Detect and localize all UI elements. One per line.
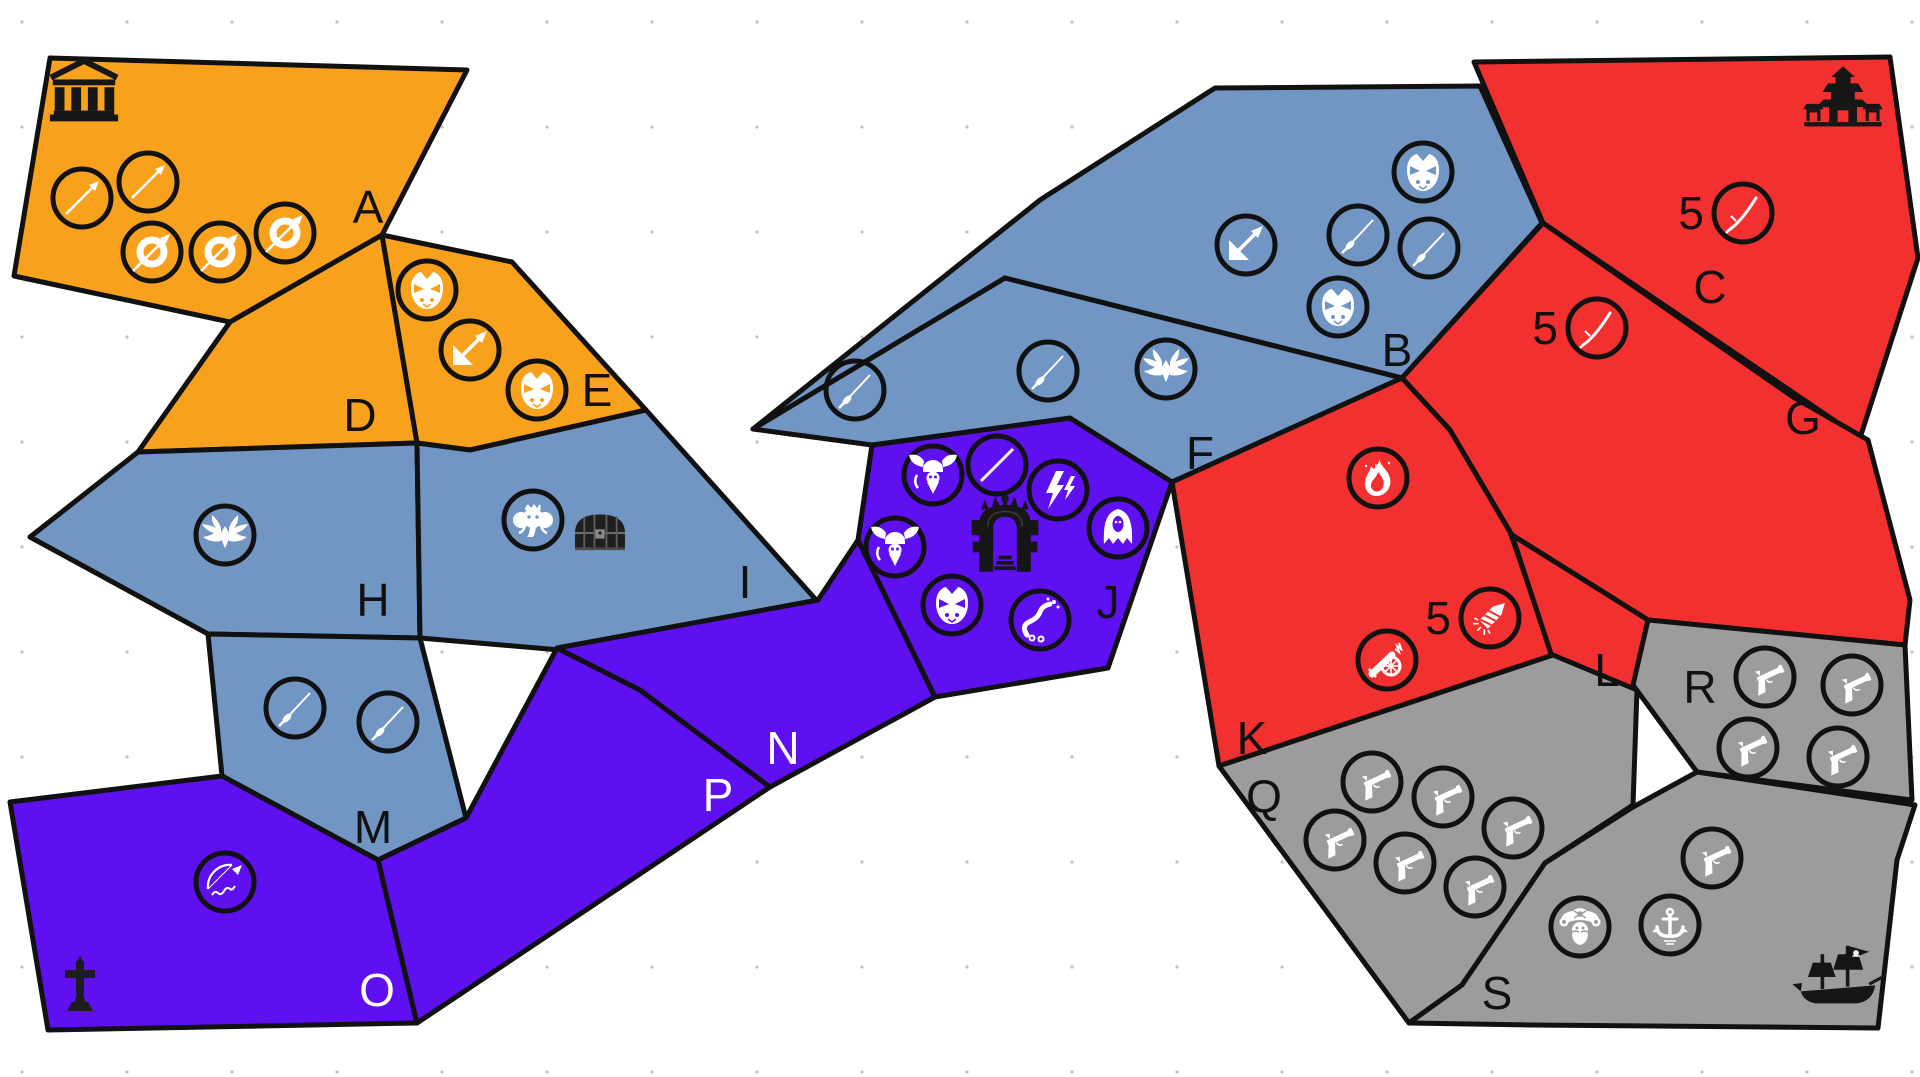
- mask-unit[interactable]: [920, 573, 984, 637]
- territory-S[interactable]: [1406, 769, 1918, 1031]
- territory-label-E: E: [582, 364, 613, 416]
- pistol-unit[interactable]: [1820, 653, 1884, 717]
- staff-unit[interactable]: [965, 433, 1029, 497]
- mask-unit[interactable]: [1306, 275, 1370, 339]
- territory-label-R: R: [1683, 661, 1716, 713]
- territory-label-B: B: [1382, 324, 1413, 376]
- wraith-unit[interactable]: [1086, 496, 1150, 560]
- territory-label-S: S: [1482, 967, 1513, 1019]
- spear-ring-unit[interactable]: [188, 220, 252, 284]
- territory-O[interactable]: [7, 773, 420, 1033]
- winged-helm-unit[interactable]: [1134, 337, 1198, 401]
- rapier-unit[interactable]: [1326, 203, 1390, 267]
- rapier-unit[interactable]: [1016, 339, 1080, 403]
- rapier-unit[interactable]: [263, 676, 327, 740]
- pistol-unit[interactable]: [1340, 750, 1404, 814]
- unit-count: 5: [1678, 187, 1704, 239]
- territories-layer: [7, 54, 1920, 1033]
- rapier-unit[interactable]: [1397, 216, 1461, 280]
- pistol-unit[interactable]: [1733, 645, 1797, 709]
- territory-label-P: P: [703, 769, 734, 821]
- territory-label-H: H: [356, 574, 389, 626]
- territory-label-D: D: [343, 389, 376, 441]
- spear-unit[interactable]: [116, 150, 180, 214]
- spear-unit[interactable]: [50, 166, 114, 230]
- units-layer: 5 5 5: [50, 61, 1885, 1011]
- pistol-unit[interactable]: [1443, 855, 1507, 919]
- territory-label-C: C: [1693, 261, 1726, 313]
- pistol-unit[interactable]: [1481, 796, 1545, 860]
- pistol-unit[interactable]: [1303, 808, 1367, 872]
- rapier-unit[interactable]: [356, 690, 420, 754]
- pistol-unit[interactable]: [1373, 831, 1437, 895]
- lightning-unit[interactable]: [1026, 458, 1090, 522]
- viking-unit[interactable]: [901, 443, 965, 507]
- rapier-unit[interactable]: [823, 358, 887, 422]
- anchor-unit[interactable]: [1638, 893, 1702, 957]
- territory-label-L: L: [1594, 644, 1620, 696]
- mask-unit[interactable]: [505, 358, 569, 422]
- unit-count: 5: [1425, 592, 1451, 644]
- pirate-unit[interactable]: [1548, 895, 1612, 959]
- unit-count: 5: [1532, 302, 1558, 354]
- pistol-unit[interactable]: [1411, 765, 1475, 829]
- catapult-unit[interactable]: [438, 318, 502, 382]
- mammoth-unit[interactable]: [501, 488, 565, 552]
- cannon-unit[interactable]: [1355, 628, 1419, 692]
- winged-helm-unit[interactable]: [193, 503, 257, 567]
- viking-unit[interactable]: [863, 515, 927, 579]
- katana-unit[interactable]: 5: [1532, 296, 1629, 360]
- territory-label-Q: Q: [1246, 770, 1282, 822]
- territory-label-K: K: [1237, 712, 1268, 764]
- pistol-unit[interactable]: [1680, 826, 1744, 890]
- spear-ring-unit[interactable]: [253, 201, 317, 265]
- kraken-unit[interactable]: [1008, 588, 1072, 652]
- pistol-unit[interactable]: [1716, 716, 1780, 780]
- catapult-unit[interactable]: [1214, 213, 1278, 277]
- katana-unit[interactable]: 5: [1678, 181, 1775, 245]
- flame-unit[interactable]: [1346, 446, 1410, 510]
- territory-label-I: I: [739, 556, 752, 608]
- territory-label-F: F: [1186, 427, 1214, 479]
- rocket-unit[interactable]: 5: [1425, 586, 1522, 650]
- chest-decoration: [573, 513, 627, 551]
- mask-unit[interactable]: [395, 258, 459, 322]
- bow-unit[interactable]: [193, 850, 257, 914]
- territory-label-N: N: [766, 722, 799, 774]
- territory-label-O: O: [359, 964, 395, 1016]
- labels-layer: A D E H I M O PN J B F C G K L Q R S: [343, 181, 1821, 1019]
- territory-label-J: J: [1097, 576, 1120, 628]
- mask-unit[interactable]: [1391, 140, 1455, 204]
- spear-ring-unit[interactable]: [120, 220, 184, 284]
- territory-label-G: G: [1785, 392, 1821, 444]
- pistol-unit[interactable]: [1806, 725, 1870, 789]
- territory-label-M: M: [354, 801, 392, 853]
- territory-label-A: A: [353, 181, 384, 233]
- territory-C[interactable]: [1471, 54, 1920, 441]
